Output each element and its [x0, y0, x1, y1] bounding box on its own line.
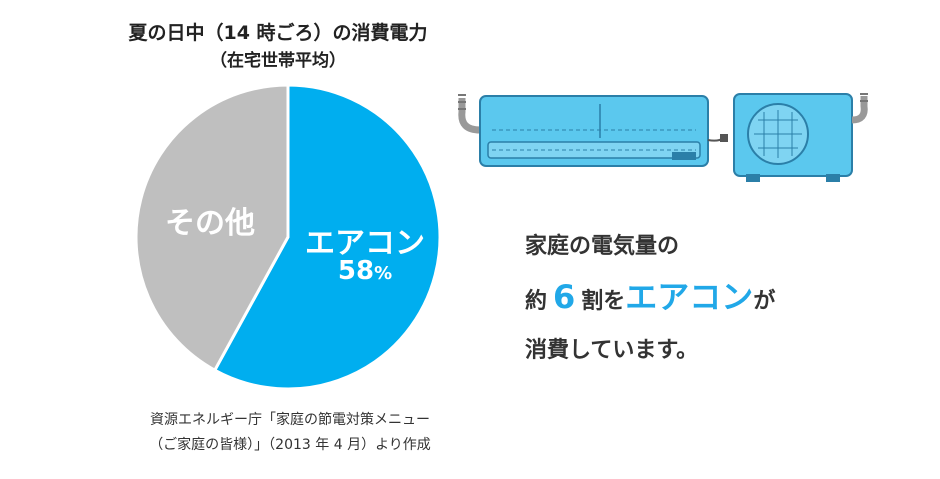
- message-suffix: が: [753, 289, 776, 314]
- chart-title: 夏の日中（14 時ごろ）の消費電力: [128, 22, 428, 44]
- message-line-2: 約 6 割をエアコンが: [525, 272, 905, 318]
- air-conditioner-outdoor-unit-icon: [733, 93, 868, 182]
- source-line-2: （ご家庭の皆様）」（2013 年 4 月）より作成: [149, 437, 431, 453]
- message-prefix: 約: [525, 289, 548, 314]
- air-conditioner-indoor-unit-icon: [458, 94, 728, 167]
- source-line-1: 資源エネルギー庁「家庭の節電対策メニュー: [150, 412, 430, 428]
- message-line-1: 家庭の電気量の: [525, 234, 680, 259]
- slice-label-aircon: エアコン: [305, 226, 425, 261]
- message-block: 家庭の電気量の 約 6 割をエアコンが 消費しています。: [525, 228, 905, 364]
- message-line-3: 消費しています。: [525, 338, 699, 363]
- message-number: 6: [553, 278, 576, 316]
- slice-value-number: 58: [337, 256, 375, 286]
- slice-value-unit: %: [374, 263, 393, 284]
- pie-slice-1: [134, 83, 290, 373]
- slice-value-aircon: 58%: [300, 256, 430, 286]
- air-conditioner-illustration: [458, 93, 868, 182]
- source-note: 資源エネルギー庁「家庭の節電対策メニュー （ご家庭の皆様）」（2013 年 4 …: [120, 408, 460, 458]
- pie-slice-0: [212, 83, 442, 391]
- slice-label-other: その他: [165, 206, 255, 241]
- chart-subtitle: （在宅世帯平均）: [210, 51, 346, 71]
- message-highlight: エアコン: [625, 278, 754, 316]
- message-unit: 割を: [581, 289, 626, 314]
